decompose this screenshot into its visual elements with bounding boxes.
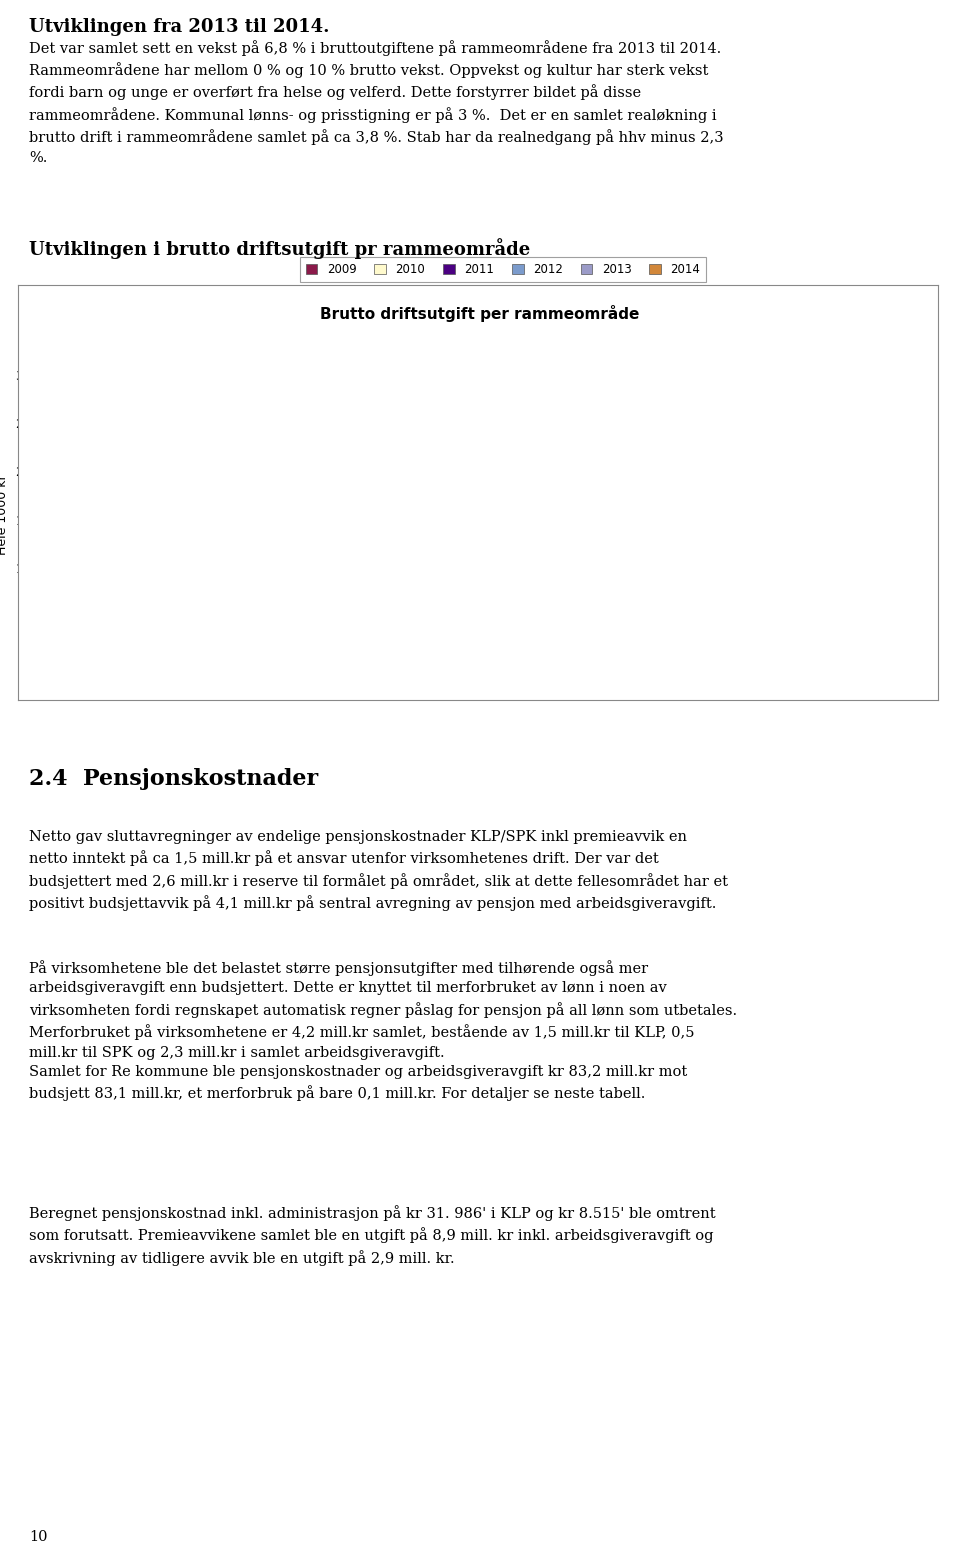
Bar	[437, 399, 462, 665]
Bar	[169, 634, 194, 665]
Text: 2.4  Pensjonskostnader: 2.4 Pensjonskostnader	[29, 768, 318, 789]
Bar	[872, 585, 897, 665]
Text: Utviklingen fra 2013 til 2014.: Utviklingen fra 2013 til 2014.	[29, 19, 329, 36]
Bar	[654, 481, 679, 665]
Bar	[746, 590, 771, 665]
Bar	[362, 470, 387, 665]
Text: Brutto driftsutgift per rammeområde: Brutto driftsutgift per rammeområde	[321, 305, 639, 322]
Bar	[629, 464, 654, 665]
Bar	[412, 420, 437, 665]
Bar	[144, 634, 169, 665]
Y-axis label: Hele 1000 kr: Hele 1000 kr	[0, 475, 10, 556]
Bar	[604, 487, 629, 665]
Bar	[847, 590, 872, 665]
Text: Beregnet pensjonskostnad inkl. administrasjon på kr 31. 986' i KLP og kr 8.515' : Beregnet pensjonskostnad inkl. administr…	[29, 1205, 715, 1266]
Bar	[796, 592, 821, 665]
Bar	[119, 637, 144, 665]
Bar	[529, 506, 554, 665]
Bar	[821, 590, 847, 665]
Bar	[94, 641, 119, 665]
Bar	[219, 631, 245, 665]
Legend: 2009, 2010, 2011, 2012, 2013, 2014: 2009, 2010, 2011, 2012, 2013, 2014	[300, 257, 707, 282]
Bar	[554, 500, 579, 665]
Bar	[194, 634, 219, 665]
Bar	[312, 495, 337, 665]
Text: 10: 10	[29, 1531, 47, 1545]
Bar	[579, 498, 604, 665]
Bar	[771, 595, 796, 665]
Text: På virksomhetene ble det belastet større pensjonsutgifter med tilhørende også me: På virksomhetene ble det belastet større…	[29, 961, 737, 1101]
Text: Utviklingen i brutto driftsutgift pr rammeområde: Utviklingen i brutto driftsutgift pr ram…	[29, 238, 530, 258]
Bar	[387, 462, 412, 665]
Text: Det var samlet sett en vekst på 6,8 % i bruttoutgiftene på rammeområdene fra 201: Det var samlet sett en vekst på 6,8 % i …	[29, 40, 724, 165]
Text: Netto gav sluttavregninger av endelige pensjonskostnader KLP/SPK inkl premieavvi: Netto gav sluttavregninger av endelige p…	[29, 830, 728, 911]
Bar	[337, 483, 362, 665]
